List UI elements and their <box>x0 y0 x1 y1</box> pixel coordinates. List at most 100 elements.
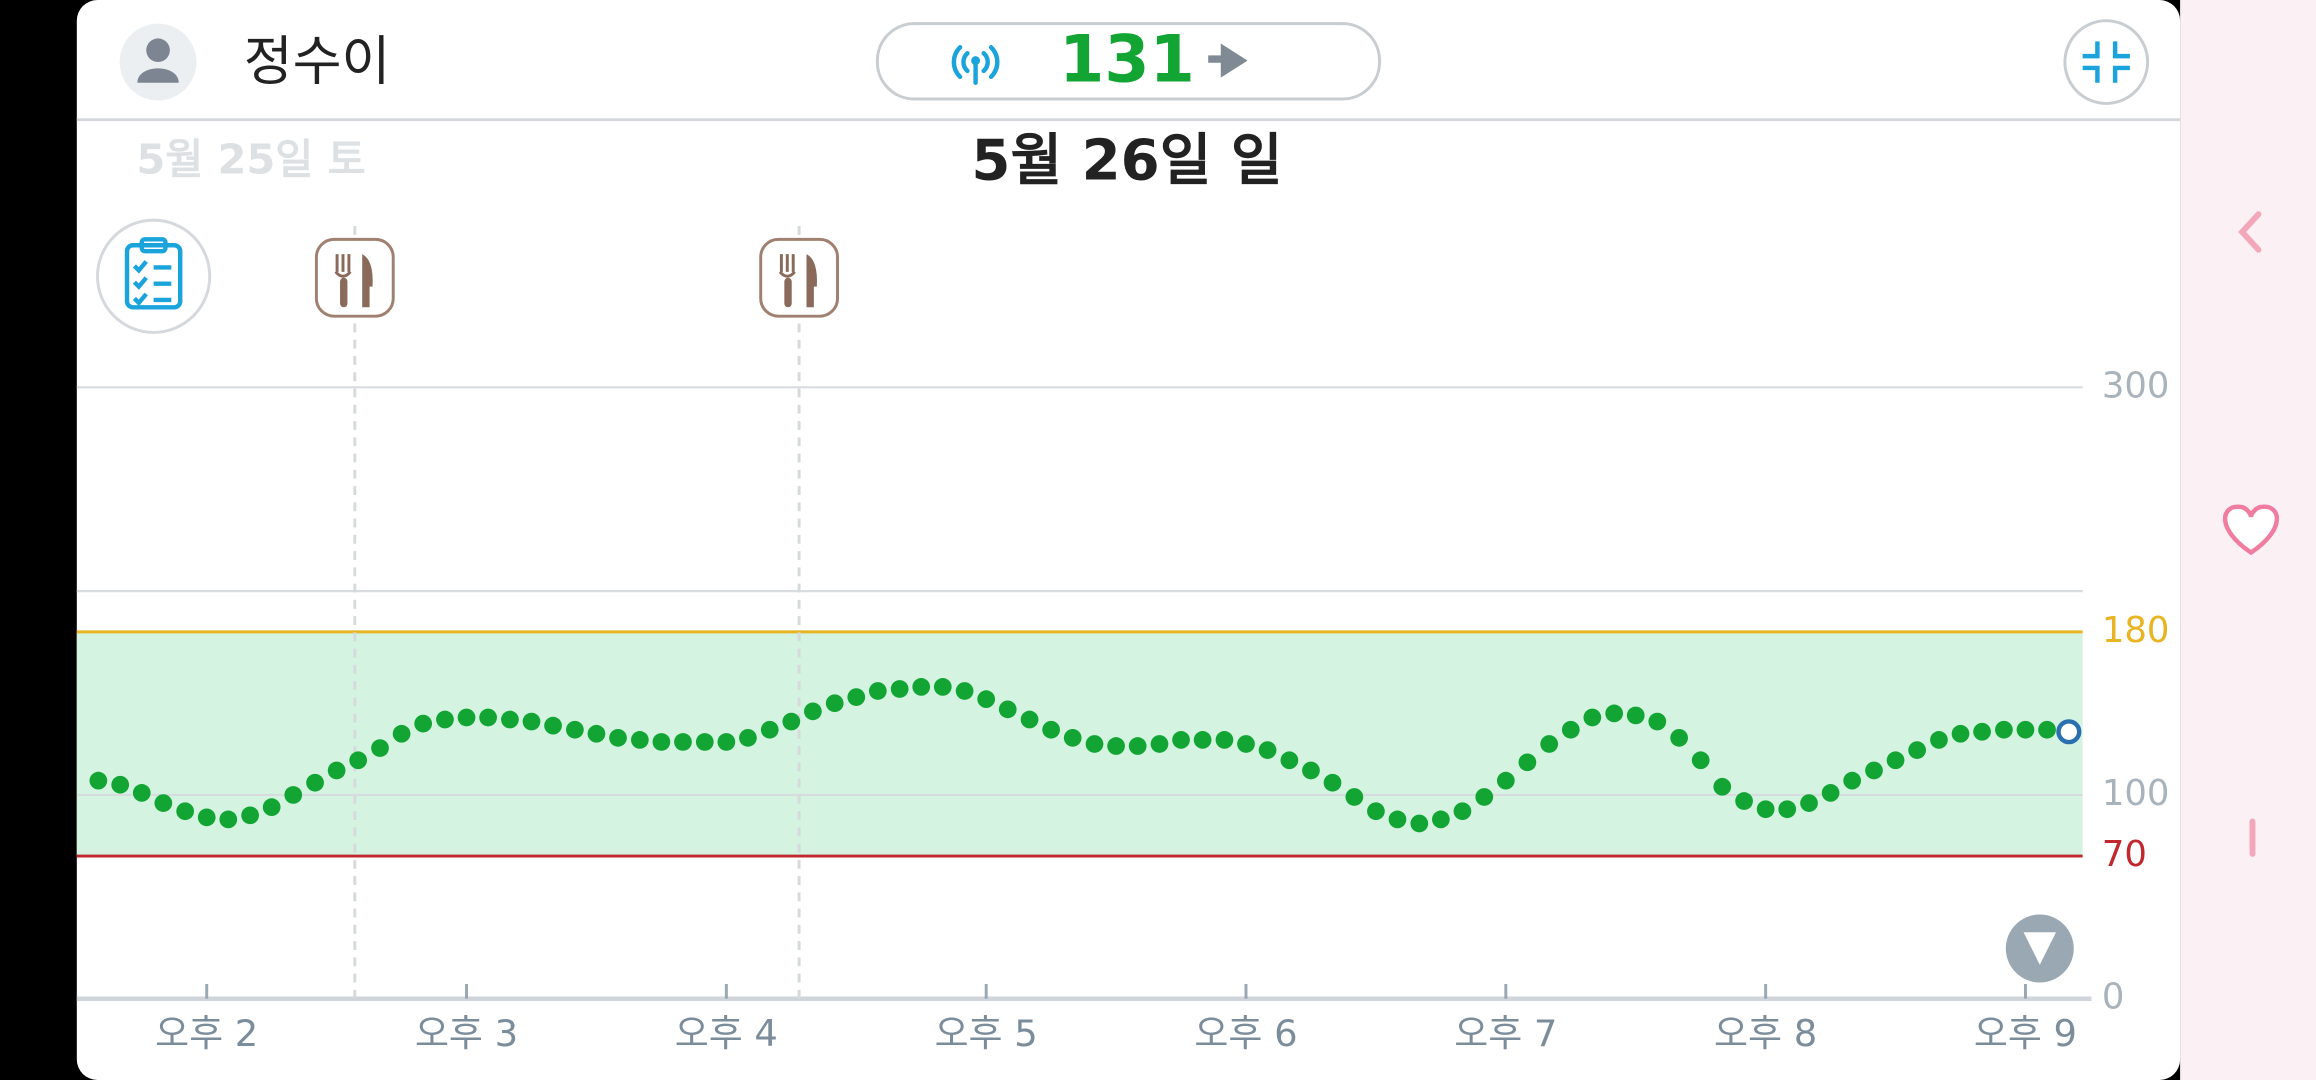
glucose-point <box>1930 731 1948 749</box>
glucose-point <box>717 733 736 751</box>
glucose-point <box>479 708 497 727</box>
x-tick-label: 오후 3 <box>415 1012 518 1055</box>
glucose-point <box>1345 788 1364 806</box>
glucose-point <box>1800 794 1818 812</box>
y-tick-label: 100 <box>2102 773 2170 814</box>
glucose-point <box>1063 729 1082 747</box>
glucose-point <box>1323 773 1342 792</box>
glucose-point <box>1648 712 1667 731</box>
glucose-point <box>219 810 238 829</box>
glucose-point <box>566 720 584 739</box>
glucose-point <box>868 682 887 700</box>
trend-arrow <box>1208 43 1248 78</box>
glucose-point <box>1237 735 1255 753</box>
glucose-point <box>1691 751 1710 770</box>
glucose-point <box>306 773 324 792</box>
previous-date[interactable]: 5월 25일 토 <box>136 136 365 184</box>
glucose-point <box>1561 720 1580 739</box>
glucose-point <box>739 729 757 747</box>
glucose-point <box>630 731 649 749</box>
glucose-point <box>1107 737 1125 755</box>
glucose-point <box>241 806 259 825</box>
meal-icon <box>340 277 348 308</box>
glucose-point <box>1583 708 1602 727</box>
meal-event[interactable] <box>759 237 839 318</box>
glucose-point <box>890 680 909 698</box>
glucose-point <box>89 771 108 790</box>
glucose-point <box>1388 810 1407 829</box>
glucose-point <box>1453 802 1472 821</box>
glucose-point <box>955 682 974 700</box>
glucose-point <box>197 808 216 827</box>
glucose-point <box>1042 720 1060 739</box>
glucose-point <box>912 678 931 696</box>
avatar-icon <box>137 68 179 83</box>
y-tick-label: 300 <box>2102 365 2170 406</box>
glucose-point <box>284 786 303 804</box>
glucose-point <box>587 724 606 743</box>
glucose-point <box>1670 729 1688 747</box>
glucose-point <box>1865 761 1883 780</box>
glucose-point <box>349 751 368 770</box>
x-tick-label: 오후 7 <box>1454 1012 1557 1055</box>
meal-icon <box>362 254 373 308</box>
glucose-point <box>1908 741 1926 759</box>
glucose-point <box>132 784 151 802</box>
glucose-point <box>262 798 281 817</box>
glucose-point <box>1605 704 1624 723</box>
glucose-point <box>1215 731 1234 749</box>
collapse-button[interactable] <box>2063 19 2150 105</box>
glucose-point <box>1020 710 1039 729</box>
glucose-point <box>1432 810 1450 829</box>
glucose-point <box>674 733 692 751</box>
glucose-point <box>782 712 801 731</box>
glucose-point <box>1302 761 1320 780</box>
glucose-point <box>1886 751 1905 770</box>
meal-icon <box>806 254 817 308</box>
x-tick-label: 오후 9 <box>1974 1012 2077 1055</box>
avatar-icon <box>146 38 170 63</box>
glucose-point <box>1735 792 1753 810</box>
log-button[interactable] <box>96 218 212 334</box>
side-back-button[interactable] <box>2238 211 2262 253</box>
glucose-point <box>1713 777 1732 796</box>
glucose-point <box>544 716 562 735</box>
collapse-icon <box>2082 41 2130 83</box>
glucose-point <box>1172 731 1190 749</box>
glucose-point <box>1626 706 1645 725</box>
glucose-point <box>522 712 541 731</box>
glucose-point <box>2016 720 2035 739</box>
meal-icon <box>334 254 352 278</box>
glucose-point <box>1951 724 1970 743</box>
glucose-point <box>1367 802 1385 821</box>
glucose-point <box>457 708 476 727</box>
signal-icon <box>971 56 981 66</box>
glucose-point <box>609 729 627 747</box>
glucose-point <box>695 733 714 751</box>
current-date: 5월 26일 일 <box>971 129 1282 194</box>
glucose-point <box>847 688 866 706</box>
glucose-point <box>1410 814 1429 833</box>
x-tick-label: 오후 2 <box>155 1012 258 1055</box>
y-tick-label: 0 <box>2102 977 2125 1018</box>
glucose-point <box>1475 788 1494 806</box>
glucose-point <box>392 724 411 743</box>
scroll-down-icon <box>2023 932 2057 965</box>
x-tick-label: 오후 6 <box>1194 1012 1297 1055</box>
glucose-point <box>2056 719 2082 745</box>
meal-event[interactable] <box>314 237 395 318</box>
reading-pill[interactable] <box>875 22 1382 101</box>
glucose-point <box>1821 784 1840 802</box>
glucose-point <box>501 710 519 729</box>
glucose-point <box>1150 735 1169 753</box>
x-tick-label: 오후 4 <box>675 1012 778 1055</box>
glucose-point <box>154 794 173 812</box>
glucose-point <box>2038 720 2056 739</box>
favorite-button[interactable] <box>2222 504 2280 556</box>
glucose-point <box>1843 771 1862 790</box>
glucose-point <box>998 700 1017 719</box>
glucose-point <box>804 702 822 721</box>
glucose-point <box>111 775 130 794</box>
